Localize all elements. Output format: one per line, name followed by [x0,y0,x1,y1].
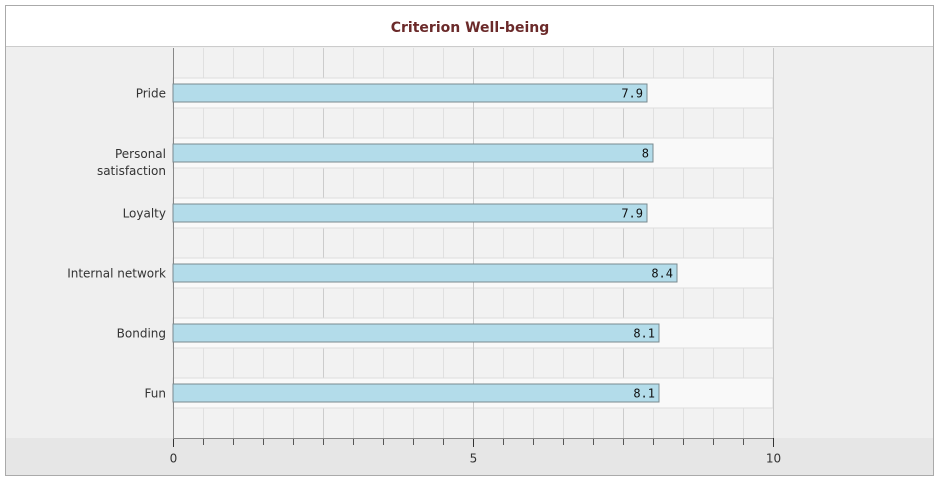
axis-band [6,438,933,475]
y-tick-label: Loyalty [123,207,166,221]
value-label: 8.4 [651,267,673,281]
value-label: 8 [642,147,649,161]
bar [172,383,660,403]
bar [172,323,660,343]
chart-title: Criterion Well-being [391,20,549,36]
bar [172,143,654,163]
value-label: 8.1 [633,327,655,341]
x-tick-label: 10 [766,452,781,466]
y-tick-label: Personal satisfaction [97,147,166,178]
value-label: 7.9 [621,207,643,221]
title-bar [6,6,933,46]
bar [172,203,648,223]
bar [172,83,648,103]
x-tick-label: 0 [170,452,178,466]
x-tick-label: 5 [470,452,478,466]
y-tick-label: Bonding [117,327,166,341]
value-label: 8.1 [633,387,655,401]
y-tick-label: Fun [145,387,166,401]
bar [172,263,678,283]
value-label: 7.9 [621,87,643,101]
y-tick-label: Pride [136,87,166,101]
y-tick-label: Internal network [67,267,166,281]
